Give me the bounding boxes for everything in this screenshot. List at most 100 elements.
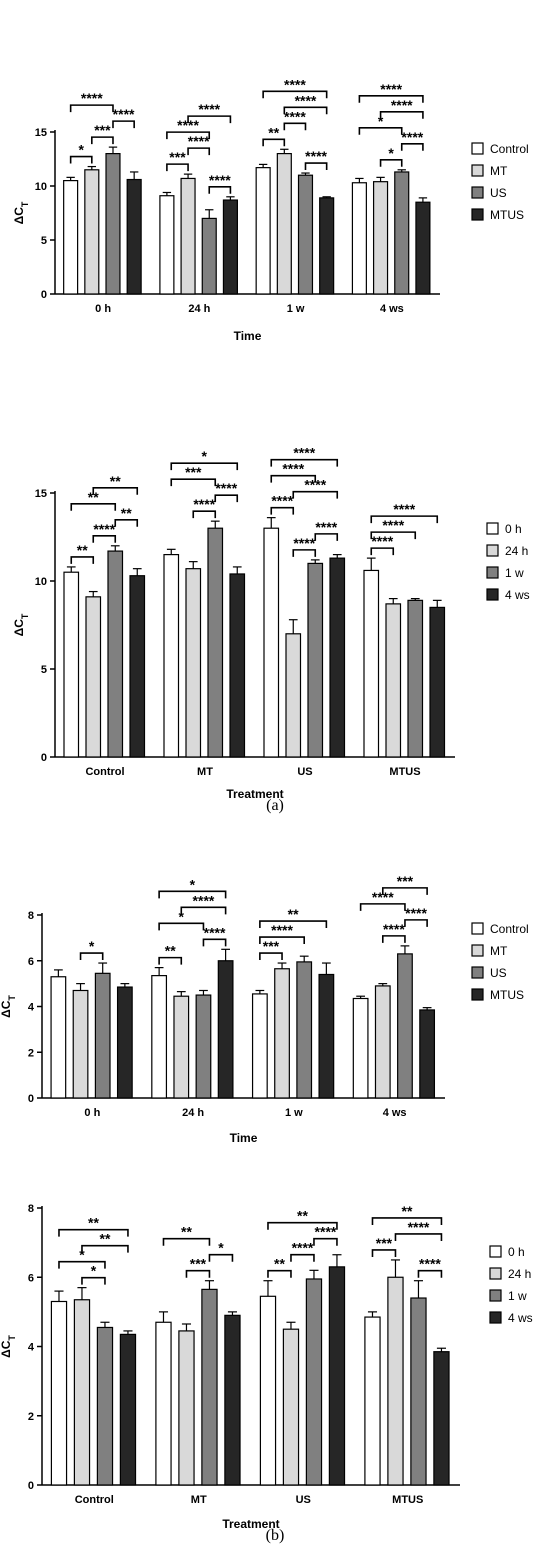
legend-swatch — [489, 1267, 502, 1280]
bar — [407, 599, 424, 758]
legend-label: 4 ws — [505, 588, 530, 602]
significance-bracket — [304, 162, 328, 171]
significance-label: **** — [295, 92, 317, 108]
significance-bracket — [262, 138, 286, 147]
x-axis-label: Treatment — [226, 787, 283, 801]
significance-label: * — [79, 1247, 85, 1263]
significance-label: ** — [402, 1203, 413, 1219]
significance-label: **** — [198, 101, 220, 117]
bar — [297, 174, 314, 295]
significance-bracket — [370, 547, 395, 556]
x-axis-label: Time — [234, 329, 262, 343]
significance-bracket — [92, 486, 139, 495]
bar — [372, 181, 389, 295]
significance-bracket — [185, 1269, 211, 1278]
y-tick-label: 15 — [35, 488, 47, 500]
y-tick-label: 2 — [28, 1411, 34, 1423]
bar — [222, 199, 238, 295]
significance-bracket — [114, 518, 139, 527]
bar — [255, 167, 271, 295]
significance-label: * — [218, 1240, 224, 1256]
x-tick-label: US — [296, 1494, 311, 1506]
significance-label: **** — [271, 493, 293, 509]
significance-label: ** — [297, 1208, 308, 1224]
significance-label: **** — [293, 445, 315, 461]
x-tick-label: Control — [75, 1494, 114, 1506]
significance-bracket — [166, 163, 189, 172]
bar — [305, 1278, 323, 1486]
significance-label: * — [388, 145, 394, 161]
significance-bracket — [81, 1244, 129, 1253]
significance-label: **** — [81, 90, 103, 106]
significance-bracket — [81, 1276, 106, 1285]
x-tick-label: 24 h — [182, 1107, 204, 1119]
y-tick-label: 4 — [28, 1342, 35, 1354]
legend-label: MT — [490, 944, 508, 958]
significance-label: ** — [274, 1256, 285, 1272]
bar — [374, 985, 391, 1099]
legend-swatch — [471, 164, 484, 177]
bar — [363, 569, 380, 758]
significance-bracket — [292, 549, 317, 557]
bar — [105, 153, 121, 295]
significance-bracket — [379, 111, 424, 119]
x-tick-label: 1 w — [287, 303, 305, 315]
significance-bracket — [69, 104, 114, 113]
x-tick-label: MT — [191, 1494, 207, 1506]
bar — [116, 986, 133, 1099]
bar — [163, 553, 180, 758]
legend-swatch — [471, 142, 484, 155]
significance-label: **** — [177, 117, 199, 133]
bar — [318, 973, 335, 1099]
significance-label: **** — [419, 1256, 441, 1272]
significance-label: **** — [405, 905, 427, 921]
significance-label: **** — [382, 517, 404, 533]
bar — [351, 182, 367, 295]
bar — [394, 171, 410, 295]
significance-bracket — [358, 127, 403, 135]
bar — [151, 975, 168, 1099]
significance-bracket — [170, 462, 239, 471]
significance-bracket — [400, 143, 424, 151]
x-tick-label: 1 w — [285, 1107, 303, 1119]
bar — [84, 169, 100, 295]
legend-swatch — [486, 522, 499, 535]
y-tick-label: 8 — [28, 910, 34, 922]
bar — [429, 606, 446, 758]
legend-swatch — [489, 1289, 502, 1302]
legend-swatch — [486, 544, 499, 557]
bar — [433, 1351, 450, 1486]
significance-bracket — [208, 1253, 234, 1262]
significance-bracket — [158, 922, 205, 931]
y-tick-label: 6 — [28, 1272, 34, 1284]
x-tick-label: 0 h — [84, 1107, 100, 1119]
legend-swatch — [486, 588, 499, 601]
legend-label: 0 h — [508, 1245, 525, 1259]
significance-bracket — [292, 490, 339, 499]
legend-swatch — [471, 944, 484, 957]
significance-bracket — [270, 506, 295, 515]
bar — [126, 178, 142, 295]
x-tick-label: US — [297, 766, 312, 778]
significance-bracket — [192, 510, 217, 519]
significance-label: **** — [193, 496, 215, 512]
bar — [73, 1299, 91, 1486]
bar — [229, 573, 246, 758]
significance-label: * — [378, 113, 384, 129]
legend-label: MTUS — [490, 208, 524, 222]
legend-swatch — [471, 208, 484, 221]
bar — [72, 989, 89, 1099]
y-tick-label: 5 — [41, 235, 47, 247]
significance-label: *** — [185, 464, 202, 480]
legend-label: 1 w — [508, 1289, 527, 1303]
x-tick-label: 4 ws — [380, 303, 404, 315]
bar — [180, 177, 196, 295]
significance-label: *** — [397, 873, 414, 889]
bar — [185, 568, 202, 758]
significance-bracket — [270, 474, 317, 483]
y-tick-label: 2 — [28, 1047, 34, 1059]
legend-label: 4 ws — [508, 1311, 533, 1325]
